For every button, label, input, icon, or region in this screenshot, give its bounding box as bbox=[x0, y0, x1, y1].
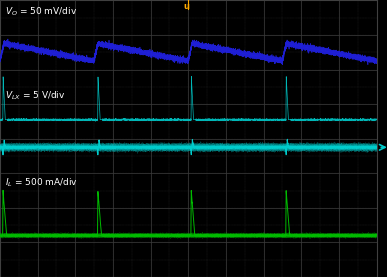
Text: $V_{LX}$ = 5 V/div: $V_{LX}$ = 5 V/div bbox=[5, 90, 65, 102]
Text: u: u bbox=[184, 2, 190, 11]
Text: $I_L$ = 500 mA/div: $I_L$ = 500 mA/div bbox=[5, 176, 77, 189]
Text: $V_O$ = 50 mV/div: $V_O$ = 50 mV/div bbox=[5, 5, 77, 18]
